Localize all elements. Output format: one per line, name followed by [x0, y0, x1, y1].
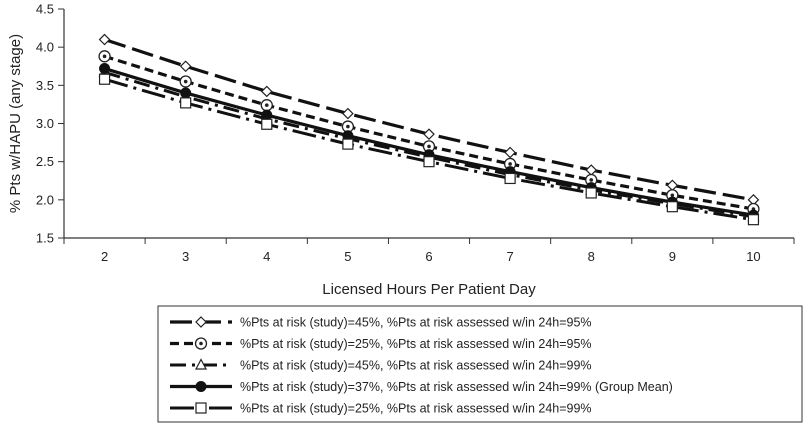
marker-dot [427, 145, 431, 149]
data-point-marker [99, 51, 110, 62]
data-point-marker [748, 215, 758, 225]
y-axis-title: % Pts w/HAPU (any stage) [7, 34, 24, 213]
series-1 [100, 35, 759, 205]
data-point-marker [100, 35, 110, 45]
x-tick-label: 8 [588, 249, 595, 264]
legend-label: %Pts at risk (study)=45%, %Pts at risk a… [240, 359, 592, 373]
x-tick-label: 2 [101, 249, 108, 264]
x-tick-label: 4 [263, 249, 270, 264]
x-tick-label: 3 [182, 249, 189, 264]
data-point-marker [261, 100, 272, 111]
x-axis-ticks: 2 3 4 5 6 7 8 9 10 [64, 238, 794, 264]
data-point-marker [586, 188, 596, 198]
legend-marker [196, 338, 207, 349]
y-tick-label: 3.5 [36, 78, 54, 93]
x-tick-label: 9 [669, 249, 676, 264]
y-tick-label: 3.0 [36, 116, 54, 131]
data-point-marker [180, 76, 191, 87]
data-point-marker [667, 180, 677, 190]
legend-item: %Pts at risk (study)=37%, %Pts at risk a… [170, 380, 673, 394]
y-axis-ticks: 1.5 2.0 2.5 3.0 3.5 4.0 4.5 [36, 2, 64, 246]
data-point-marker [181, 61, 191, 71]
marker-dot [184, 80, 188, 84]
data-point-marker [343, 139, 353, 149]
data-point-marker [100, 74, 110, 84]
marker-dot [346, 125, 350, 129]
legend: %Pts at risk (study)=45%, %Pts at risk a… [158, 306, 802, 422]
legend-label: %Pts at risk (study)=37%, %Pts at risk a… [240, 380, 673, 394]
data-point-marker [99, 63, 110, 74]
marker-dot [671, 193, 675, 197]
x-tick-label: 10 [746, 249, 760, 264]
x-tick-label: 7 [506, 249, 513, 264]
y-tick-label: 2.0 [36, 192, 54, 207]
data-point-marker [262, 86, 272, 96]
legend-marker [196, 381, 207, 392]
marker-dot [103, 55, 107, 59]
x-axis-title: Licensed Hours Per Patient Day [322, 281, 536, 298]
data-point-marker [343, 109, 353, 119]
marker-dot [508, 162, 512, 166]
y-tick-label: 4.0 [36, 40, 54, 55]
data-point-marker [181, 98, 191, 108]
marker-dot [265, 103, 269, 107]
legend-label: %Pts at risk (study)=45%, %Pts at risk a… [240, 316, 592, 330]
data-point-marker [262, 119, 272, 129]
data-point-marker [505, 148, 515, 158]
series-line [105, 40, 754, 200]
y-tick-label: 4.5 [36, 2, 54, 17]
legend-label: %Pts at risk (study)=25%, %Pts at risk a… [240, 402, 592, 416]
marker-dot [589, 178, 593, 182]
data-point-marker [505, 173, 515, 183]
x-tick-label: 5 [344, 249, 351, 264]
data-point-marker [424, 157, 434, 167]
data-point-marker [586, 165, 596, 175]
marker-dot [199, 342, 203, 346]
series-layer [99, 35, 759, 225]
data-point-marker [424, 129, 434, 139]
x-tick-label: 6 [425, 249, 432, 264]
y-tick-label: 1.5 [36, 231, 54, 246]
legend-label: %Pts at risk (study)=25%, %Pts at risk a… [240, 337, 592, 351]
data-point-marker [180, 87, 191, 98]
data-point-marker [667, 202, 677, 212]
y-tick-label: 2.5 [36, 154, 54, 169]
legend-marker [196, 403, 206, 413]
